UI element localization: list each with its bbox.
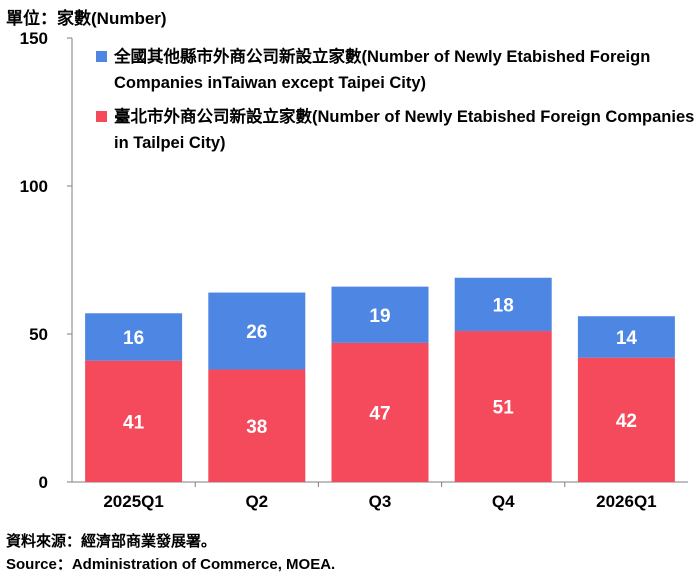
bar-value-label: 41 xyxy=(123,412,145,433)
bar-segment xyxy=(577,357,675,482)
bar-segment xyxy=(208,369,306,482)
bar-value-label: 51 xyxy=(493,398,515,419)
y-tick-label: 100 xyxy=(20,177,48,196)
bar-value-label: 26 xyxy=(246,322,267,343)
y-tick-label: 150 xyxy=(20,29,48,48)
legend-item-outside-taipei: 全國其他縣市外商公司新設立家數(Number of Newly Etabishe… xyxy=(96,44,696,96)
legend-swatch-outside-taipei xyxy=(96,51,107,62)
bar-segment xyxy=(85,313,183,361)
legend: 全國其他縣市外商公司新設立家數(Number of Newly Etabishe… xyxy=(96,44,696,164)
bar-segment xyxy=(454,277,552,332)
bar-segment xyxy=(577,316,675,358)
unit-label: 單位：家數(Number) xyxy=(6,9,167,28)
y-tick-label: 0 xyxy=(39,473,48,492)
bar-value-label: 47 xyxy=(369,403,390,424)
bar-value-label: 16 xyxy=(123,328,144,349)
x-tick-label: Q3 xyxy=(369,492,392,511)
x-tick-label: 2026Q1 xyxy=(596,492,657,511)
bar-segment xyxy=(454,331,552,482)
legend-item-taipei: 臺北市外商公司新設立家數(Number of Newly Etabished F… xyxy=(96,104,696,156)
x-tick-label: Q2 xyxy=(245,492,268,511)
source-en: Source：Administration of Commerce, MOEA. xyxy=(6,556,336,573)
bar-value-label: 14 xyxy=(616,328,638,349)
bar-segment xyxy=(331,342,429,482)
x-tick-label: 2025Q1 xyxy=(103,492,164,511)
x-tick-label: Q4 xyxy=(492,492,515,511)
legend-label-taipei: 臺北市外商公司新設立家數(Number of Newly Etabished F… xyxy=(114,108,695,152)
bar-value-label: 38 xyxy=(246,417,267,438)
bar-segment xyxy=(208,292,306,370)
legend-swatch-taipei xyxy=(96,111,107,122)
legend-label-outside-taipei: 全國其他縣市外商公司新設立家數(Number of Newly Etabishe… xyxy=(114,48,651,92)
bar-value-label: 19 xyxy=(369,306,390,327)
bar-segment xyxy=(85,360,183,482)
bar-value-label: 42 xyxy=(616,411,637,432)
bar-segment xyxy=(331,286,429,343)
y-tick-label: 50 xyxy=(29,325,48,344)
bar-value-label: 18 xyxy=(493,295,514,316)
source-zh: 資料來源：經濟部商業發展署。 xyxy=(6,533,217,550)
